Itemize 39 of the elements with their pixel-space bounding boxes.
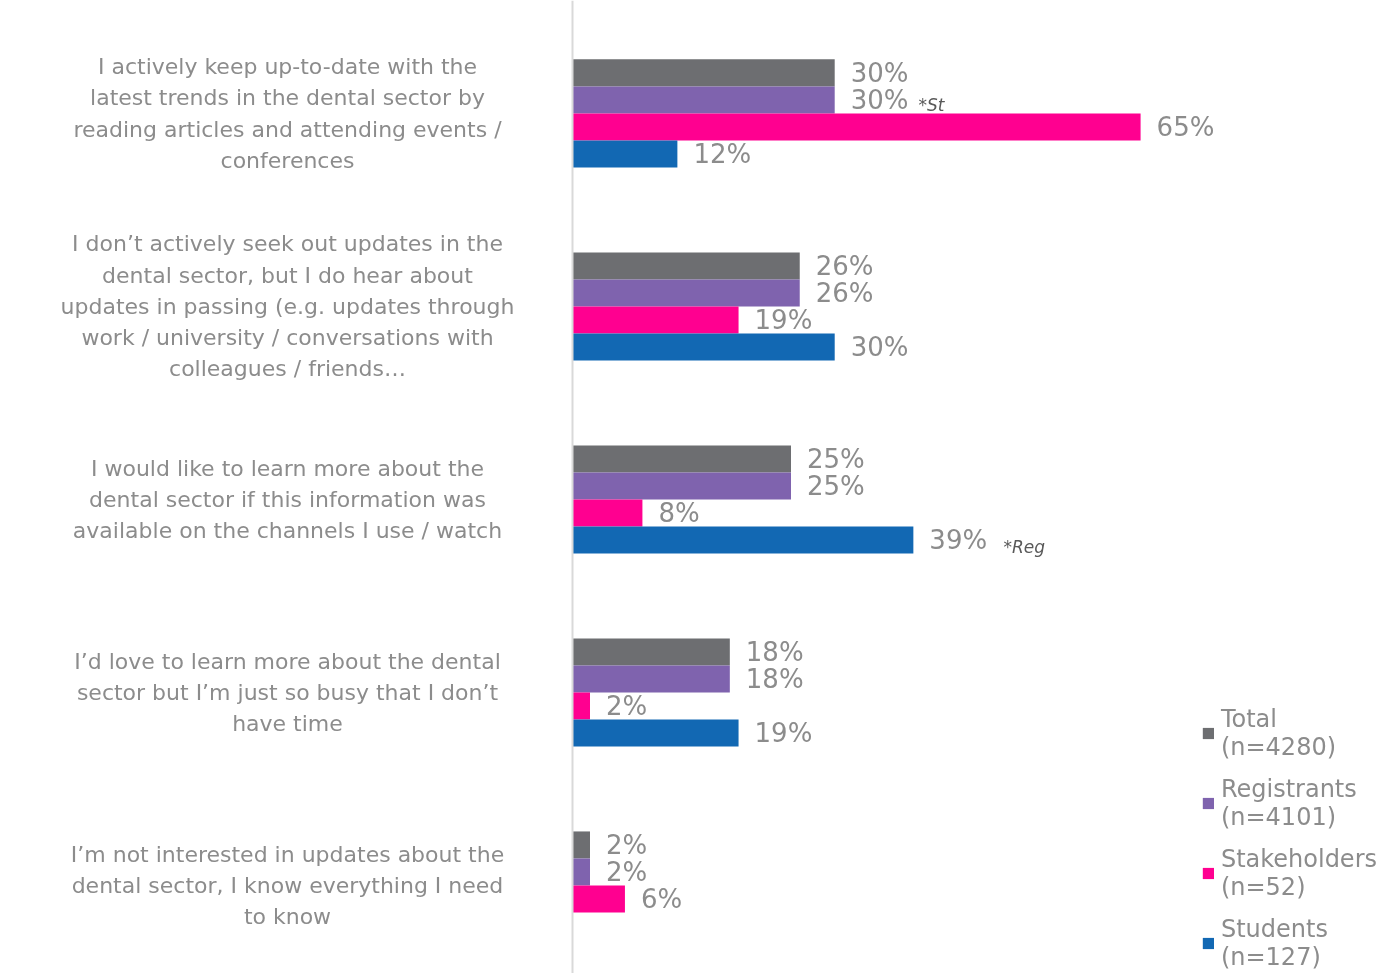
- bar: [572, 140, 678, 168]
- bar: [572, 472, 791, 500]
- bar: [572, 831, 590, 859]
- data-label: 19%: [754, 304, 813, 335]
- bar: [572, 86, 835, 114]
- bar: [572, 306, 739, 334]
- bar: [572, 885, 625, 913]
- data-label: 39%: [929, 524, 988, 555]
- bar: [572, 252, 800, 280]
- bar: [572, 59, 835, 87]
- legend-label: Stakeholders (n=52): [1220, 845, 1377, 901]
- bar: [572, 113, 1141, 141]
- bar: [572, 279, 800, 307]
- annotation: *St: [918, 94, 946, 115]
- data-label: 2%: [605, 690, 648, 721]
- y-tick-label: I’m not interested in updates about the dental sector, I know everything I need to know: [70, 841, 505, 930]
- legend-label: Students (n=127): [1220, 915, 1328, 971]
- bar: [572, 665, 730, 693]
- bar: [572, 499, 643, 527]
- bar: [572, 333, 835, 361]
- bar: [572, 858, 590, 886]
- legend-label: Registrants (n=4101): [1220, 775, 1357, 831]
- y-tick-label: I’d love to learn more about the dental sector but I’m just so busy that I don’t have time: [74, 648, 501, 737]
- data-label: 65%: [1156, 111, 1215, 142]
- legend-label: Total (n=4280): [1220, 705, 1337, 761]
- data-label: 6%: [640, 884, 683, 914]
- bar: [572, 692, 590, 720]
- bar: [572, 719, 739, 747]
- bar: [572, 638, 730, 666]
- annotation: *Reg: [1003, 536, 1046, 557]
- data-label: 12%: [693, 138, 752, 169]
- y-tick-label: I actively keep up-to-date with the latest trends in the dental sector by reading articles and attending events / conferences: [73, 54, 503, 173]
- data-label: 8%: [658, 497, 700, 528]
- y-tick-label: I would like to learn more about the dental sector if this information was available on the channels I use / watch: [72, 455, 503, 544]
- bar: [572, 445, 791, 473]
- data-label: 19%: [754, 718, 813, 748]
- y-tick-label: I don’t actively seek out updates in the dental sector, but I do hear about updates in passing (e.g. updates through work / university / conversations with colleagues / friends…: [60, 231, 515, 382]
- bar: [572, 526, 914, 554]
- data-label: 30%: [850, 331, 909, 362]
